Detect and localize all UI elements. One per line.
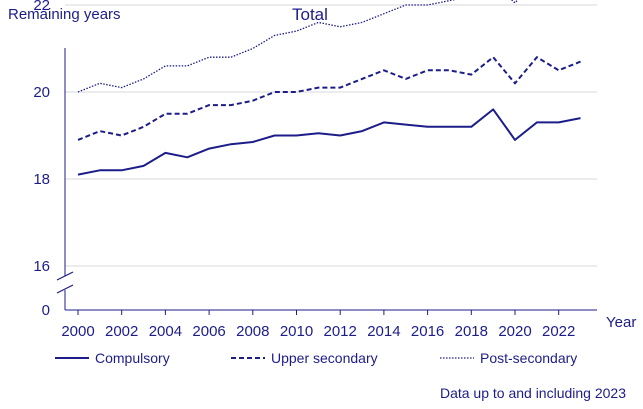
- legend-label: Upper secondary: [271, 350, 378, 366]
- x-tick-label: 2010: [280, 323, 313, 340]
- legend-label: Post-secondary: [480, 350, 578, 366]
- x-tick-label: 2018: [455, 323, 488, 340]
- axis-break-mark: [56, 271, 74, 281]
- legend: Compulsory Upper secondary Post-secondar…: [55, 348, 615, 368]
- x-tick-label: 2002: [105, 323, 138, 340]
- legend-swatch-dotted: [440, 357, 474, 359]
- y-tick-label: 22: [33, 0, 50, 14]
- y-tick-label: 18: [33, 171, 50, 188]
- x-tick-label: 2020: [498, 323, 531, 340]
- legend-item-post-secondary: Post-secondary: [440, 348, 577, 368]
- series-line-compulsory: [77, 108, 581, 176]
- y-tick-label: 16: [33, 258, 50, 275]
- x-tick-label: 2008: [236, 323, 269, 340]
- axis-break-mark: [56, 284, 74, 294]
- legend-swatch-dashed: [231, 357, 265, 359]
- series-line-upper-secondary: [77, 56, 581, 141]
- y-tick-label: 20: [33, 84, 50, 101]
- data-note: Data up to and including 2023: [439, 385, 626, 401]
- y-axis-title: Remaining years: [8, 6, 121, 23]
- chart-title: Total: [292, 5, 328, 24]
- x-tick-label: 2004: [149, 323, 182, 340]
- legend-swatch-solid: [55, 357, 89, 359]
- legend-item-upper-secondary: Upper secondary: [231, 348, 378, 368]
- series-line-post-secondary: [77, 0, 519, 93]
- x-tick-label: 2000: [61, 323, 94, 340]
- legend-label: Compulsory: [95, 350, 170, 366]
- legend-item-compulsory: Compulsory: [55, 348, 170, 368]
- x-tick-label: 2016: [411, 323, 444, 340]
- x-tick-label: 2006: [192, 323, 225, 340]
- x-tick-label: 2022: [542, 323, 575, 340]
- x-axis-title: Year: [606, 314, 637, 331]
- x-tick-label: 2012: [324, 323, 357, 340]
- x-tick-label: 2014: [367, 323, 400, 340]
- y-tick-label: 0: [42, 302, 50, 319]
